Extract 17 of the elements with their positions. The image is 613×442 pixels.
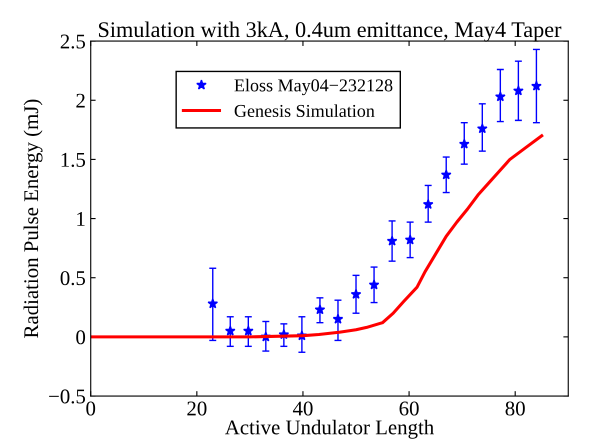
y-tick-label: 1 [77, 212, 85, 226]
x-tick-label: 20 [187, 401, 206, 416]
x-tick-label: 60 [400, 401, 419, 416]
y-tick-label: 0.5 [60, 271, 86, 286]
chart-title: Simulation with 3kA, 0.4um emittance, May4 Taper [98, 22, 562, 42]
y-tick-label: −0.5 [49, 389, 86, 404]
legend-label: Eloss May04−232128 [234, 78, 392, 96]
y-axis-title: Radiation Pulse Energy (mJ) [24, 100, 43, 338]
x-tick-label: 40 [292, 401, 313, 416]
y-tick-label: 1.5 [62, 152, 86, 167]
legend-label: Genesis Simulation [234, 104, 375, 118]
y-tick-label: 0 [76, 330, 86, 344]
x-tick-label: 0 [86, 401, 96, 416]
y-tick-label: 2.5 [60, 34, 86, 49]
y-tick-label: 2 [76, 94, 85, 108]
x-tick-label: 80 [506, 401, 525, 416]
x-axis-title: Active Undulator Length [224, 420, 434, 439]
